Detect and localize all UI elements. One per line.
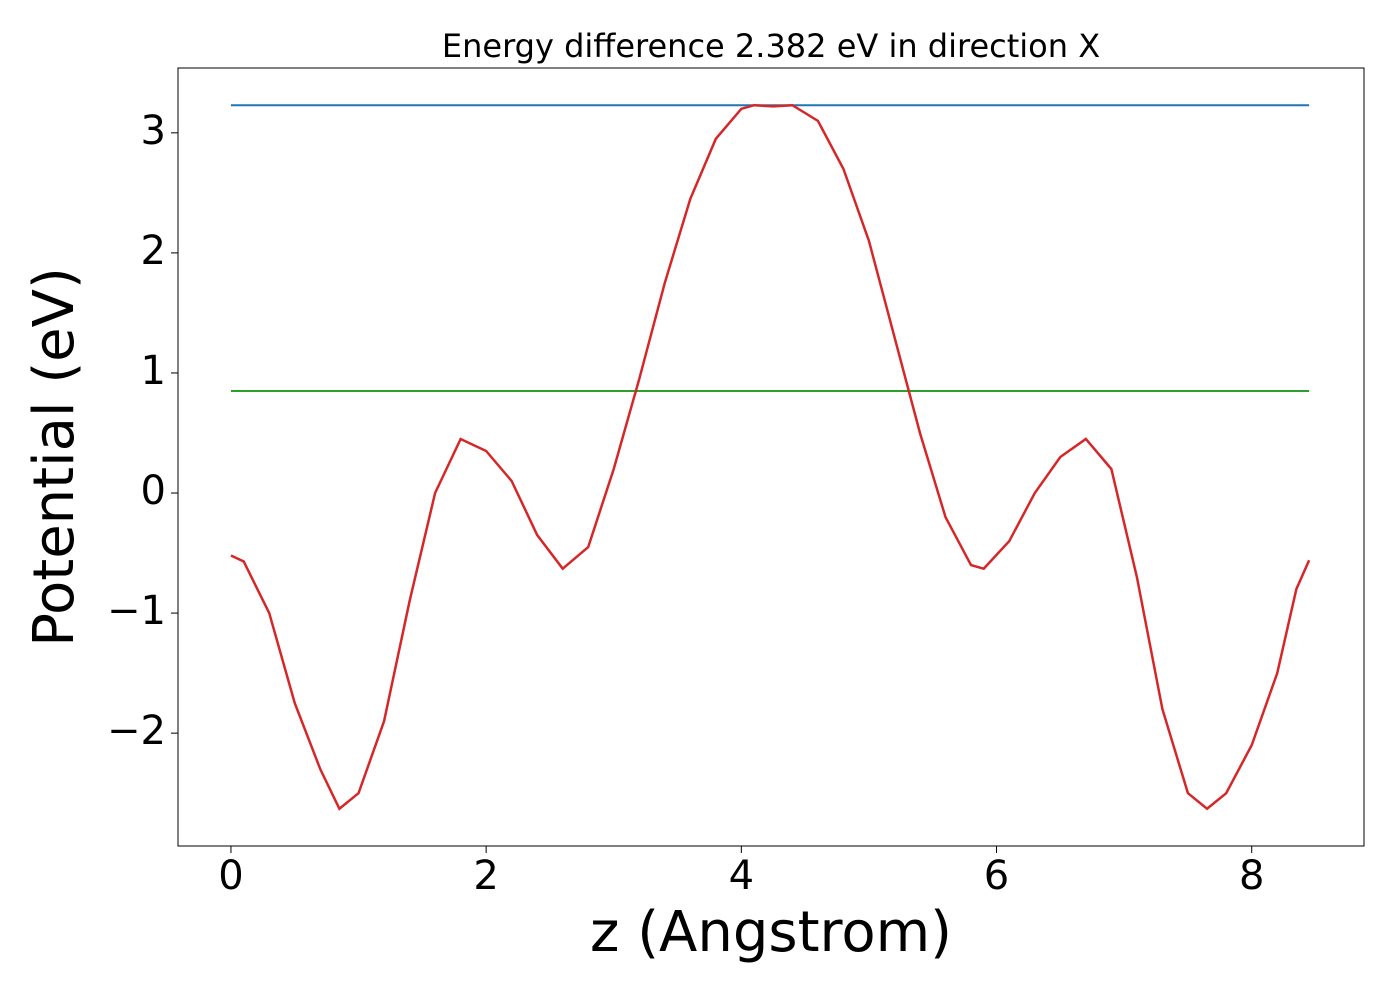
x-tick-label: 6 <box>984 853 1009 899</box>
chart-title: Energy difference 2.382 eV in direction … <box>442 27 1100 65</box>
x-tick-label: 8 <box>1239 853 1264 899</box>
x-tick-label: 2 <box>473 853 498 899</box>
plot-frame <box>177 67 1365 847</box>
y-tick-label: −2 <box>107 708 166 754</box>
y-tick-label: 1 <box>141 348 166 394</box>
y-axis-label: Potential (eV) <box>22 267 87 647</box>
y-tick-label: 2 <box>141 228 166 274</box>
y-tick-label: 0 <box>141 468 166 514</box>
x-tick-label: 0 <box>218 853 243 899</box>
line <box>230 103 1311 811</box>
y-tick-label: 3 <box>141 108 166 154</box>
y-tick-label: −1 <box>107 588 166 634</box>
x-tick-label: 4 <box>729 853 754 899</box>
x-axis-label: z (Angstrom) <box>590 900 952 965</box>
